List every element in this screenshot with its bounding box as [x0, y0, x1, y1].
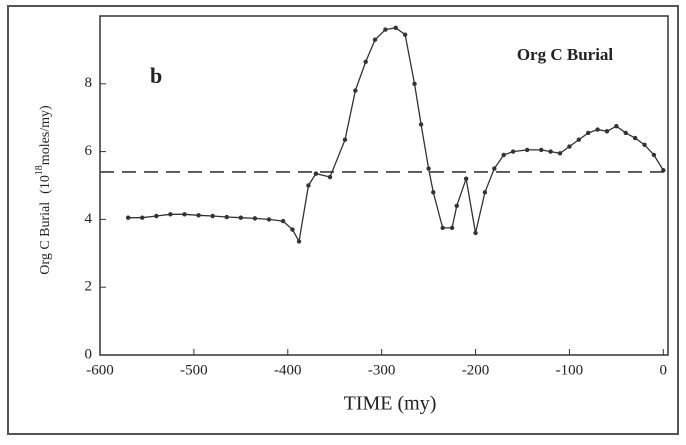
data-point	[557, 151, 563, 156]
x-tick-label: -500	[180, 362, 208, 378]
data-point	[353, 88, 358, 93]
y-axis-label: Org C Burial (1018moles/my)	[34, 105, 53, 275]
data-point	[492, 166, 497, 171]
y-tick-label: 2	[85, 279, 93, 295]
data-point	[585, 130, 591, 136]
y-tick-label: 8	[85, 75, 93, 91]
data-point	[402, 32, 408, 37]
data-point	[642, 142, 647, 148]
data-point	[196, 213, 201, 218]
data-point	[539, 147, 544, 153]
y-label-exp: 18	[34, 165, 45, 175]
data-point	[524, 147, 530, 153]
data-point	[140, 215, 145, 220]
y-tick-label: 4	[85, 211, 93, 227]
x-tick-label: -100	[556, 362, 584, 378]
data-point	[393, 25, 398, 31]
data-point	[154, 213, 159, 219]
data-point	[125, 215, 131, 220]
data-point	[510, 149, 516, 154]
data-point	[418, 122, 424, 127]
y-tick-label: 0	[85, 346, 93, 362]
data-point	[238, 215, 244, 220]
data-point	[614, 123, 619, 129]
data-point	[210, 213, 215, 219]
data-point	[296, 239, 302, 244]
data-point	[372, 37, 378, 42]
data-point	[482, 190, 488, 195]
data-point	[567, 144, 572, 149]
chart-title: Org C Burial	[517, 45, 614, 64]
data-point	[473, 230, 478, 236]
frame	[7, 5, 679, 435]
data-point	[661, 168, 666, 173]
data-point	[327, 174, 333, 180]
y-label-main: Org C Burial	[38, 202, 53, 275]
data-point	[604, 129, 610, 134]
x-tick-label: -600	[86, 362, 114, 378]
data-point	[501, 152, 506, 158]
x-axis-label: TIME (my)	[344, 393, 437, 415]
data-point	[651, 152, 657, 158]
data-point	[252, 216, 258, 221]
data-point	[595, 127, 600, 132]
data-point	[363, 59, 368, 64]
data-point	[306, 183, 311, 188]
x-tick-label: -400	[274, 362, 302, 378]
data-point	[168, 212, 173, 217]
panel-label: b	[150, 63, 162, 88]
data-point	[342, 137, 348, 142]
data-point	[313, 171, 319, 176]
data-point	[548, 149, 553, 154]
data-point	[280, 218, 286, 224]
y-tick-label: 6	[85, 143, 93, 159]
data-point	[431, 190, 436, 195]
data-point	[440, 225, 445, 231]
plot-area	[99, 15, 669, 356]
x-tick-label: 0	[660, 362, 668, 378]
data-point	[412, 81, 417, 87]
x-tick-label: -200	[462, 362, 490, 378]
data-line	[128, 27, 664, 244]
data-point	[290, 227, 295, 232]
data-point	[266, 217, 272, 222]
data-point	[449, 225, 455, 231]
y-label-post: moles/my)	[38, 105, 53, 165]
y-label-pre: (10	[38, 175, 53, 194]
data-point	[623, 130, 628, 136]
data-point	[576, 137, 582, 142]
data-point	[383, 27, 388, 32]
data-point	[182, 212, 187, 217]
x-tick-label: -300	[368, 362, 396, 378]
data-point	[454, 203, 459, 209]
data-point	[426, 166, 431, 171]
data-point	[463, 176, 469, 181]
data-point	[632, 135, 638, 141]
data-point	[224, 214, 229, 220]
